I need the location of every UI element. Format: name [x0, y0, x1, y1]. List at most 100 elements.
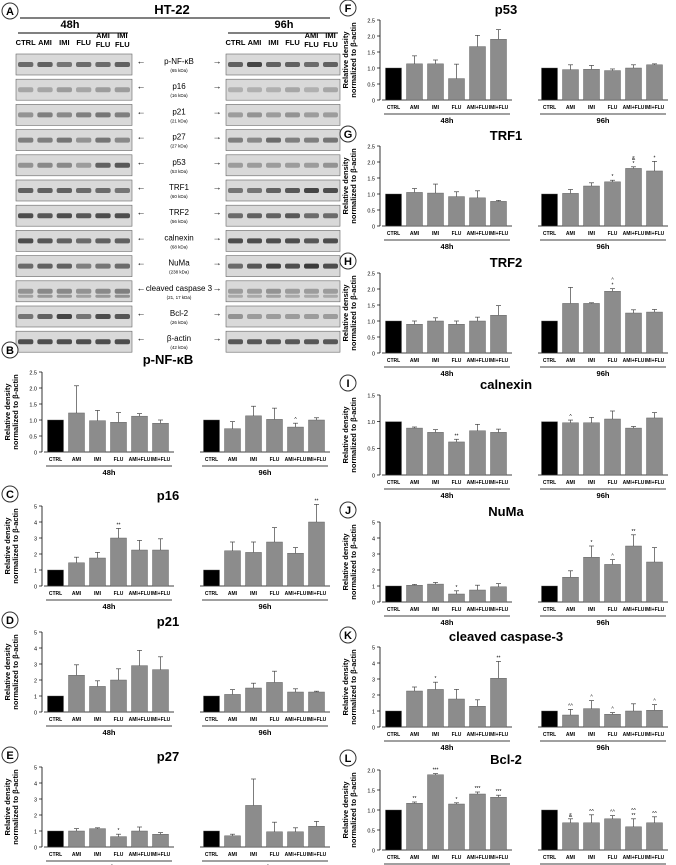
blot-band [95, 112, 111, 118]
blot-96h-lane-label: IMI [325, 31, 335, 40]
x-tick-label: IMI+FLU [645, 732, 665, 738]
y-tick-label: 3 [34, 536, 37, 542]
group-label: 48h [103, 863, 116, 865]
bar [469, 46, 486, 101]
x-tick-label: FLU [114, 852, 124, 858]
y-tick-label: 2 [372, 568, 375, 574]
blot-strip-48h [15, 255, 133, 277]
blot-strip-48h [15, 204, 133, 227]
x-tick-label: CTRL [543, 732, 556, 738]
blot-band [266, 162, 281, 168]
y-tick-label: 1.0 [367, 808, 375, 814]
blot-band [266, 294, 281, 298]
y-tick-label: 2 [372, 693, 375, 699]
bar [245, 805, 262, 848]
x-tick-label: AMI [228, 852, 238, 858]
bar [562, 422, 579, 476]
panel-letter-circle [1, 2, 19, 20]
x-tick-label: AMI [566, 855, 576, 861]
blot-96h-lane-label: AMI [305, 31, 319, 40]
blot-48h-lane-label: FLU [96, 40, 111, 49]
arrow-right-icon: → [213, 258, 222, 268]
bar [490, 678, 507, 728]
blot-band [304, 162, 319, 168]
panel-letter-text: I [346, 378, 349, 390]
x-tick-label: AMI+FLU [285, 591, 307, 597]
protein-kda: (68 kDa) [170, 244, 188, 249]
chart-title: p16 [157, 488, 179, 503]
y-tick-label: 2.0 [367, 768, 375, 774]
blot-band [76, 112, 92, 118]
blot-48h-lane-label: AMI [96, 31, 110, 40]
chart-title: p27 [157, 749, 179, 764]
arrow-left-icon: ← [137, 182, 146, 192]
blot-band [95, 294, 111, 298]
panel-letter-circle [339, 125, 357, 143]
arrow-right-icon: → [213, 157, 222, 167]
blot-strip-48h [15, 129, 133, 151]
x-tick-label: AMI [228, 457, 238, 463]
bar [646, 822, 663, 851]
y-axis-label: Relative density [341, 658, 350, 716]
bar [427, 63, 444, 101]
significance-label: * [654, 155, 656, 161]
x-tick-label: FLU [452, 231, 462, 237]
bar [385, 585, 402, 603]
y-tick-label: 1.5 [367, 176, 375, 182]
significance-label: *** [475, 786, 481, 792]
significance-label: * [435, 676, 437, 682]
protein-kda: (238 kDa) [169, 270, 189, 275]
bar [625, 427, 642, 476]
x-tick-label: AMI [566, 607, 576, 613]
protein-kda: (56 kDa) [170, 219, 188, 224]
x-tick-label: AMI [410, 105, 420, 111]
bar [625, 545, 642, 603]
blot-band [18, 288, 34, 294]
bar [110, 679, 127, 713]
blot-band [285, 213, 300, 219]
panel-letter-J: J [339, 501, 357, 519]
bar [110, 836, 127, 848]
bar [583, 557, 600, 603]
bar [469, 430, 486, 476]
x-tick-label: CTRL [543, 607, 556, 613]
blot-band [18, 314, 34, 319]
group-label: 96h [259, 602, 272, 611]
y-tick-label: 1.5 [367, 393, 375, 399]
significance-label: ** [632, 529, 636, 535]
chart-title: cleaved caspase-3 [449, 629, 563, 644]
x-tick-label: AMI [410, 480, 420, 486]
bar [385, 193, 402, 227]
blot-band [18, 213, 34, 219]
blot-band [323, 339, 338, 345]
blot-band [56, 238, 72, 244]
panel-letter-H: H [339, 252, 357, 270]
y-axis-label: normalized to β-actin [349, 275, 358, 351]
bar [245, 415, 262, 453]
y-tick-label: 2.5 [29, 370, 37, 376]
blot-band [114, 162, 130, 168]
blot-band [304, 294, 319, 298]
panel-letter-text: G [344, 129, 353, 141]
x-tick-label: IMI+FLU [645, 607, 665, 613]
x-tick-label: CTRL [205, 457, 218, 463]
x-tick-label: AMI+FLU [467, 358, 489, 364]
x-tick-label: IMI [588, 105, 596, 111]
x-tick-label: IMI+FLU [307, 591, 327, 597]
group-label: 96h [597, 242, 610, 251]
panel-letter-circle [339, 252, 357, 270]
x-tick-label: IMI+FLU [645, 105, 665, 111]
y-axis-label: Relative density [3, 643, 12, 701]
chart-panel-C: p16 Relative density normalized to β-actin… [3, 488, 330, 611]
x-tick-label: IMI+FLU [489, 358, 509, 364]
blot-strip-96h [225, 305, 341, 328]
blot-background [225, 330, 341, 353]
x-tick-label: AMI [228, 717, 238, 723]
bar [203, 830, 220, 848]
protein-name: p53 [172, 158, 186, 167]
blot-48h-lane-label: IMI [59, 38, 69, 47]
y-tick-label: 5 [34, 765, 37, 771]
blot-band [228, 62, 243, 67]
bar [89, 686, 106, 713]
x-tick-label: AMI [566, 480, 576, 486]
